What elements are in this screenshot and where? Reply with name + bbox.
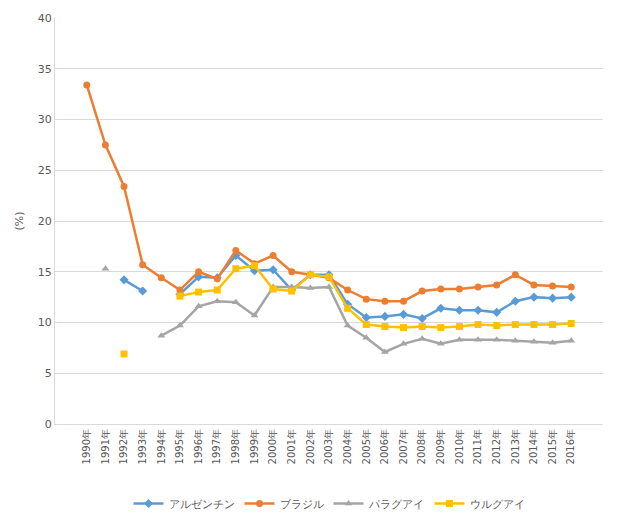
svg-text:2012年: 2012年 — [491, 429, 502, 464]
svg-text:1996年: 1996年 — [193, 429, 204, 464]
svg-text:25: 25 — [38, 164, 52, 177]
svg-text:2001年: 2001年 — [286, 429, 297, 464]
svg-text:2002年: 2002年 — [305, 429, 316, 464]
svg-text:2013年: 2013年 — [510, 429, 521, 464]
svg-text:2005年: 2005年 — [361, 429, 372, 464]
svg-text:(%): (%) — [13, 211, 26, 230]
svg-text:2004年: 2004年 — [342, 429, 353, 464]
svg-text:35: 35 — [38, 63, 52, 76]
svg-text:2016年: 2016年 — [565, 429, 576, 464]
svg-text:40: 40 — [38, 12, 52, 25]
svg-text:2010年: 2010年 — [454, 429, 465, 464]
svg-text:2008年: 2008年 — [416, 429, 427, 464]
svg-text:ウルグアイ: ウルグアイ — [470, 498, 525, 511]
svg-text:1995年: 1995年 — [174, 429, 185, 464]
svg-text:5: 5 — [45, 367, 52, 380]
svg-text:2003年: 2003年 — [323, 429, 334, 464]
svg-text:0: 0 — [45, 418, 52, 431]
svg-text:20: 20 — [38, 215, 52, 228]
svg-text:2011年: 2011年 — [472, 429, 483, 464]
svg-text:10: 10 — [38, 316, 52, 329]
svg-text:30: 30 — [38, 113, 52, 126]
svg-text:1992年: 1992年 — [118, 429, 129, 464]
svg-text:1993年: 1993年 — [137, 429, 148, 464]
svg-text:2009年: 2009年 — [435, 429, 446, 464]
svg-text:2006年: 2006年 — [379, 429, 390, 464]
svg-text:1997年: 1997年 — [211, 429, 222, 464]
svg-text:2007年: 2007年 — [398, 429, 409, 464]
svg-text:1994年: 1994年 — [156, 429, 167, 464]
svg-text:1998年: 1998年 — [230, 429, 241, 464]
svg-text:2000年: 2000年 — [267, 429, 278, 464]
svg-text:パラグアイ: パラグアイ — [368, 498, 424, 511]
svg-text:アルゼンチン: アルゼンチン — [169, 498, 235, 511]
svg-text:2015年: 2015年 — [547, 429, 558, 464]
svg-text:2014年: 2014年 — [528, 429, 539, 464]
svg-text:1999年: 1999年 — [249, 429, 260, 464]
svg-text:1991年: 1991年 — [100, 429, 111, 464]
svg-text:1990年: 1990年 — [81, 429, 92, 464]
svg-text:15: 15 — [38, 266, 52, 279]
svg-text:ブラジル: ブラジル — [280, 498, 324, 511]
